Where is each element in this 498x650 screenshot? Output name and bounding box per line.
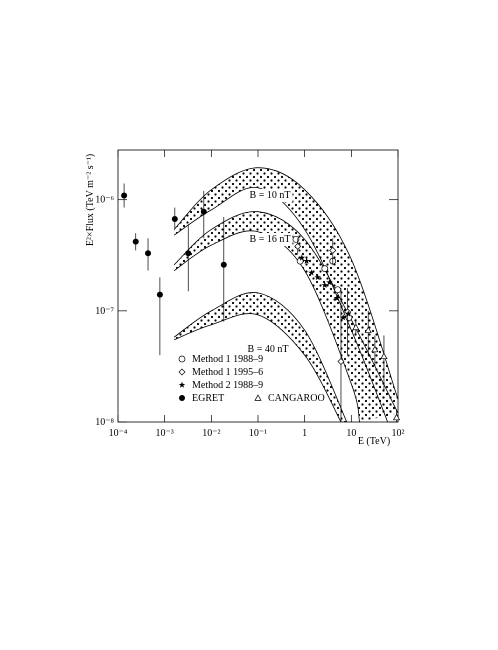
x-tick-label: 10⁻⁴ <box>109 428 128 439</box>
data-point <box>303 257 310 264</box>
legend-label: Method 2 1988–9 <box>192 380 263 391</box>
legend-marker <box>178 355 186 363</box>
y-axis-label: E²×Flux (TeV m⁻² s⁻¹) <box>85 154 96 246</box>
data-point <box>200 208 207 215</box>
data-point <box>308 269 315 276</box>
legend-label: CANGAROO <box>268 393 325 404</box>
data-point <box>321 265 329 272</box>
data-point <box>380 352 388 360</box>
data-point <box>329 246 337 254</box>
legend-label: Method 1 1995–6 <box>192 367 263 378</box>
data-point <box>337 358 345 366</box>
legend-label: Method 1 1988–9 <box>192 354 263 365</box>
data-point <box>298 254 306 261</box>
band-curve <box>173 230 360 423</box>
x-tick-label: 10² <box>392 428 405 439</box>
y-tick-label: 10⁻⁸ <box>95 417 114 428</box>
data-point <box>392 413 401 421</box>
data-point <box>371 345 379 353</box>
band-label: B = 16 nT <box>250 234 291 245</box>
data-point <box>185 250 192 257</box>
data-point <box>321 281 329 288</box>
data-point <box>294 242 302 250</box>
x-axis-label: E (TeV) <box>358 436 390 447</box>
x-tick-label: 10⁻¹ <box>249 428 267 439</box>
data-point <box>314 273 321 281</box>
band-curve <box>173 292 348 423</box>
data-point <box>296 257 304 265</box>
legend-marker <box>178 381 186 388</box>
band-label: B = 40 nT <box>248 344 289 355</box>
band-label-bg <box>247 189 293 202</box>
band-fill <box>174 211 398 422</box>
data-point <box>220 261 227 268</box>
legend-marker <box>254 394 262 401</box>
data-point <box>171 216 178 223</box>
data-point <box>364 326 372 333</box>
band-curve <box>173 167 399 400</box>
data-point <box>345 310 352 317</box>
x-tick-label: 10⁻² <box>202 428 220 439</box>
band-label-bg <box>245 343 291 356</box>
x-tick-label: 10⁻³ <box>156 428 174 439</box>
x-tick-label: 1 <box>302 428 307 439</box>
data-point <box>132 238 139 245</box>
data-point <box>333 294 341 301</box>
band-curve <box>174 313 342 423</box>
data-point <box>339 314 347 321</box>
data-point <box>121 192 128 199</box>
y-tick-label: 10⁻⁶ <box>95 195 114 206</box>
band-fill <box>174 167 398 422</box>
data-point <box>334 286 342 294</box>
data-point <box>326 279 333 286</box>
band-label: B = 10 nT <box>250 190 291 201</box>
legend-label: EGRET <box>192 393 224 404</box>
x-tick-label: 10 <box>346 428 356 439</box>
band-fill <box>174 292 347 422</box>
data-point <box>145 250 152 257</box>
band-curve <box>173 211 399 414</box>
legend-marker <box>179 395 185 401</box>
data-point <box>352 323 360 331</box>
data-point <box>156 291 163 298</box>
band-label-bg <box>247 233 293 246</box>
y-tick-label: 10⁻⁷ <box>95 306 114 317</box>
legend-marker <box>178 368 186 376</box>
